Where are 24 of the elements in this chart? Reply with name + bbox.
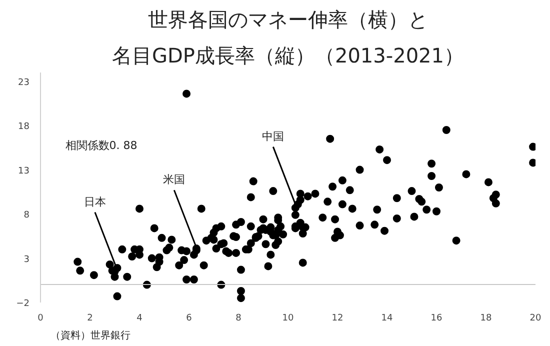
x-tick-label: 0	[38, 314, 44, 324]
y-tick-label: 18	[18, 122, 30, 132]
chart-title: 世界各国のマネー伸率（横）と	[148, 8, 428, 32]
y-tick-label: 23	[18, 78, 30, 88]
annotation: 中国	[262, 130, 284, 143]
x-tick-label: 10	[282, 314, 294, 324]
annotation: 相関係数0. 88	[65, 139, 138, 152]
x-tick-label: 2	[87, 314, 93, 324]
x-tick-label: 4	[136, 314, 143, 324]
text: （資料）世界銀行	[50, 330, 130, 342]
chart-subtitle: 名目GDP成長率（縦）（2013-2021）	[112, 44, 464, 68]
y-tick-label: 13	[18, 166, 30, 176]
annotation: 日本	[84, 195, 106, 208]
x-tick-label: 20	[530, 314, 542, 324]
x-tick-label: 18	[480, 314, 492, 324]
x-tick-label: 8	[236, 314, 242, 324]
x-tick-label: 12	[332, 314, 344, 324]
annotation: 米国	[163, 173, 186, 186]
y-tick-label: 3	[24, 254, 30, 265]
x-tick-label: 14	[381, 314, 393, 324]
y-tick-label: 8	[24, 210, 30, 221]
x-tick-label: 16	[430, 314, 442, 324]
x-tick-label: 6	[186, 314, 192, 324]
y-tick-label: −2	[16, 299, 30, 309]
